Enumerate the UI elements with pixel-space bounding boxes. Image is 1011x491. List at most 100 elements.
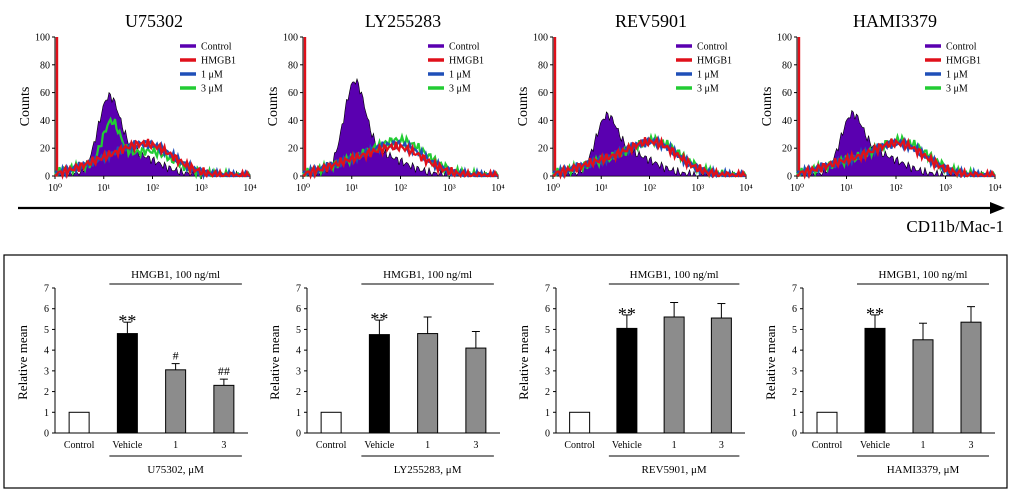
hist-y-tick-label: 60	[782, 88, 792, 99]
hist-x-tick-label: 10³	[443, 183, 456, 194]
bar-y-tick-label: 6	[545, 304, 550, 315]
bar-y-tick-label: 7	[792, 284, 797, 295]
bar-y-tick-label: 2	[44, 387, 49, 398]
bar-category-label: 1	[921, 440, 926, 451]
hmgb1-group-label: HMGB1, 100 ng/ml	[383, 269, 472, 281]
bar-category-label: 3	[473, 440, 478, 451]
bar-y-tick-label: 0	[545, 429, 550, 440]
hist-y-tick-label: 60	[40, 88, 50, 99]
bar-1	[116, 333, 138, 434]
bar-category-label: 3	[969, 440, 974, 451]
bar-3	[710, 317, 732, 434]
bar-category-label: Vehicle	[112, 440, 143, 451]
bar-chart-rev5901: 0 1 2 3 4 5 6 7 Relative mean Control ** Vehicle 1 3 H…	[516, 269, 745, 476]
hist-y-tick-label: 80	[288, 60, 298, 71]
bar-y-tick-label: 1	[44, 408, 49, 419]
legend-hmgb1-label: HMGB1	[697, 56, 732, 67]
bar-y-tick-label: 5	[545, 325, 550, 336]
hist-y-tick-label: 0	[45, 172, 50, 183]
legend-control-label: Control	[946, 42, 977, 53]
bar-y-tick-label: 5	[296, 325, 301, 336]
hist-y-tick-label: 20	[782, 144, 792, 155]
hist-x-tick-label: 10³	[939, 183, 952, 194]
bar-y-tick-label: 6	[792, 304, 797, 315]
hist-series-1um	[54, 139, 251, 181]
hist-y-tick-label: 60	[288, 88, 298, 99]
hist-y-tick-label: 40	[288, 116, 298, 127]
bar-y-tick-label: 0	[44, 429, 49, 440]
bar-y-tick-label: 2	[545, 387, 550, 398]
bar-category-label: 1	[173, 440, 178, 451]
bar-2	[165, 369, 187, 434]
bar-y-tick-label: 3	[44, 366, 49, 377]
hist-x-tick-label: 10⁰	[790, 183, 804, 194]
bar-y-tick-label: 2	[792, 387, 797, 398]
bar-y-tick-label: 6	[296, 304, 301, 315]
bar-category-label: Vehicle	[612, 440, 643, 451]
hist-title-hami3379: HAMI3379	[853, 11, 937, 31]
bar-0	[68, 411, 90, 434]
bar-y-tick-label: 2	[296, 387, 301, 398]
hist-y-tick-label: 0	[787, 172, 792, 183]
hist-y-tick-label: 20	[40, 144, 50, 155]
bar-category-label: Control	[564, 440, 595, 451]
legend-3um-label: 3 μM	[449, 84, 471, 95]
hist-y-tick-label: 20	[288, 144, 298, 155]
hist-y-tick-label: 80	[538, 60, 548, 71]
hist-y-tick-label: 20	[538, 144, 548, 155]
hist-y-tick-label: 80	[40, 60, 50, 71]
legend-hmgb1-label: HMGB1	[201, 56, 236, 67]
significance-mark-1: **	[370, 309, 388, 329]
bar-1	[616, 327, 638, 434]
bar-0	[816, 411, 838, 434]
hist-y-tick-label: 100	[283, 33, 298, 44]
legend-1um-label: 1 μM	[697, 70, 719, 81]
drug-group-label: REV5901, μM	[642, 464, 707, 476]
legend-control-label: Control	[697, 42, 728, 53]
bar-chart-panel-frame	[3, 254, 1008, 489]
hist-x-tick-label: 10²	[643, 183, 656, 194]
bar-y-tick-label: 4	[296, 346, 301, 357]
hist-y-axis-label: Counts	[18, 87, 33, 127]
bar-y-tick-label: 7	[296, 284, 301, 295]
bar-y-tick-label: 3	[545, 366, 550, 377]
hmgb1-group-label: HMGB1, 100 ng/ml	[131, 269, 220, 281]
bar-category-label: 1	[425, 440, 430, 451]
hist-series-1um	[796, 136, 996, 179]
legend-control-label: Control	[201, 42, 232, 53]
bar-y-tick-label: 7	[44, 284, 49, 295]
significance-mark-1: **	[866, 304, 884, 324]
bar-y-axis-label: Relative mean	[267, 325, 282, 400]
bar-2	[912, 339, 934, 434]
hist-x-tick-label: 10³	[195, 183, 208, 194]
bar-2	[417, 333, 439, 434]
bar-2	[663, 316, 685, 434]
hist-x-tick-label: 10¹	[97, 183, 110, 194]
hist-x-tick-label: 10⁴	[491, 183, 505, 194]
bar-y-axis-label: Relative mean	[15, 325, 30, 400]
bar-y-tick-label: 4	[792, 346, 797, 357]
legend-3um-label: 3 μM	[946, 84, 968, 95]
histogram-rev5901: 0 20 40 60 80 100 10⁰ 10¹ 10² 10³ 10⁴ Counts Control…	[516, 33, 753, 195]
hist-y-tick-label: 80	[782, 60, 792, 71]
bar-3	[465, 347, 487, 434]
bar-y-tick-label: 7	[545, 284, 550, 295]
bar-y-axis-label: Relative mean	[516, 325, 531, 400]
hist-y-axis-label: Counts	[760, 87, 775, 127]
hist-x-tick-label: 10⁴	[988, 183, 1002, 194]
bar-category-label: 1	[672, 440, 677, 451]
bar-0	[320, 411, 342, 434]
bar-category-label: 3	[221, 440, 226, 451]
legend-3um-label: 3 μM	[697, 84, 719, 95]
bar-category-label: Control	[316, 440, 347, 451]
shared-x-axis-label: CD11b/Mac-1	[906, 217, 1004, 236]
bar-y-tick-label: 5	[44, 325, 49, 336]
hmgb1-group-label: HMGB1, 100 ng/ml	[879, 269, 968, 281]
bar-chart-u75302: 0 1 2 3 4 5 6 7 Relative mean Control ** Vehicle #1 #…	[15, 269, 248, 476]
bar-y-tick-label: 3	[296, 366, 301, 377]
hist-y-tick-label: 60	[538, 88, 548, 99]
hist-y-tick-label: 0	[543, 172, 548, 183]
drug-group-label: HAMI3379, μM	[887, 464, 960, 476]
hist-x-tick-label: 10¹	[840, 183, 853, 194]
shared-x-axis: CD11b/Mac-1	[18, 202, 1005, 236]
